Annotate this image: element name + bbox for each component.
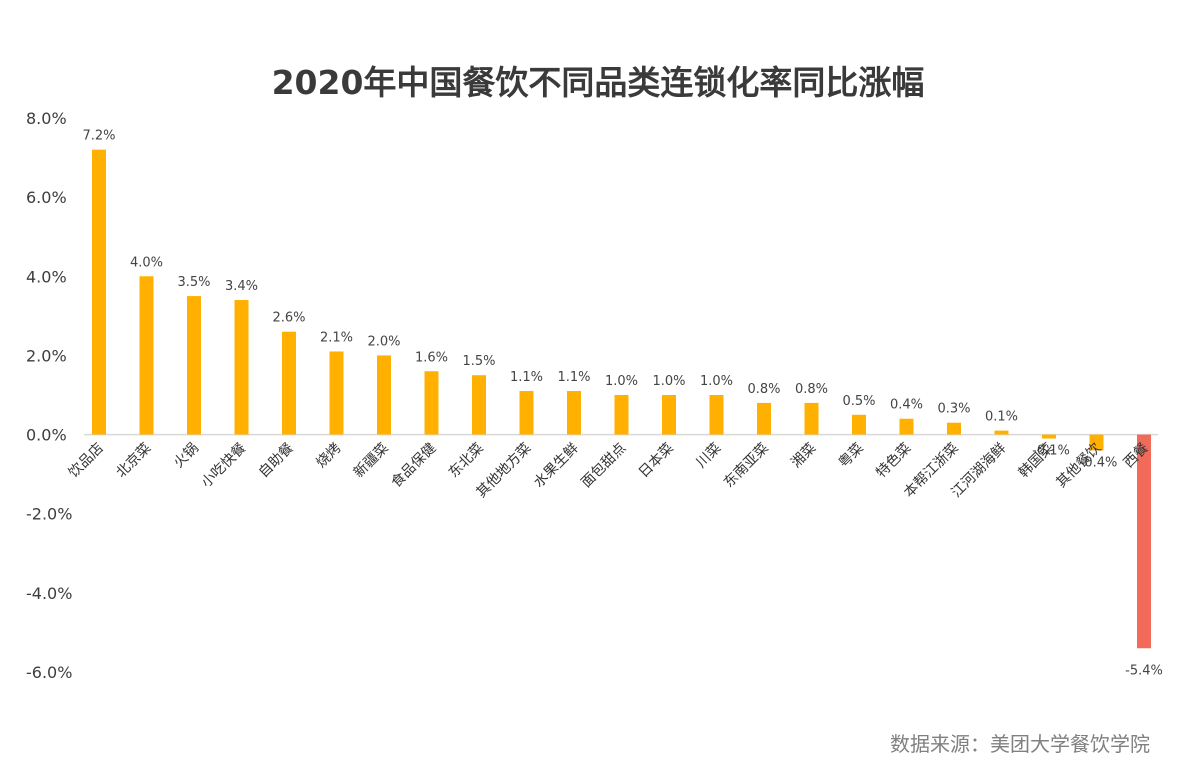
category-label: 小吃快餐 — [198, 440, 249, 491]
data-label: 0.1% — [985, 410, 1018, 425]
bar — [139, 276, 154, 435]
bar — [709, 395, 724, 435]
data-label: -5.4% — [1125, 663, 1163, 678]
category-label: 食品保健 — [388, 439, 440, 491]
category-label: 东南亚菜 — [721, 440, 772, 491]
data-label: -0.4% — [1080, 455, 1118, 470]
category-label: 北京菜 — [113, 440, 154, 481]
category-label: 烧烤 — [313, 440, 344, 471]
category-label: 水果生鲜 — [531, 440, 582, 491]
bar — [757, 402, 771, 435]
y-tick-label: 0.0% — [26, 426, 67, 445]
bar — [614, 395, 629, 435]
bar — [899, 418, 914, 435]
bar — [329, 351, 344, 435]
category-label: 日本菜 — [636, 440, 677, 481]
bar — [1089, 434, 1104, 451]
bar — [187, 296, 201, 435]
y-tick-label: -6.0% — [26, 663, 72, 682]
chart-title: 2020年中国餐饮不同品类连锁化率同比涨幅 — [271, 63, 925, 102]
bars — [92, 149, 1151, 649]
data-label: -0.1% — [1032, 444, 1070, 459]
bar — [377, 355, 391, 435]
bar — [92, 149, 106, 435]
category-label: 川菜 — [693, 440, 724, 471]
data-label: 2.6% — [272, 311, 305, 326]
data-label: 1.0% — [700, 374, 733, 389]
data-label: 1.5% — [462, 354, 495, 369]
bar — [424, 371, 439, 435]
data-labels: 7.2% 4.0% 3.5% 3.4% 2.6% 2.1% 2.0% 1.6% 1.5% 1.1%… — [82, 129, 1162, 679]
data-label: 3.4% — [225, 279, 258, 294]
category-label: 特色菜 — [873, 439, 915, 481]
data-label: 1.0% — [652, 374, 685, 389]
bar — [1042, 434, 1056, 439]
category-label: 粤菜 — [836, 440, 867, 471]
data-label: 2.1% — [320, 330, 353, 345]
y-tick-label: 2.0% — [26, 346, 67, 365]
category-label: 自助餐 — [256, 440, 297, 481]
y-tick-label: -4.0% — [26, 584, 72, 603]
category-label: 面包甜点 — [578, 440, 629, 491]
data-label: 0.4% — [890, 398, 923, 413]
y-tick-label: 6.0% — [26, 188, 67, 207]
bar — [519, 391, 534, 435]
bar — [282, 331, 296, 435]
data-label: 1.1% — [510, 370, 543, 385]
data-label: 1.0% — [605, 374, 638, 389]
category-label: 东北菜 — [446, 440, 487, 481]
y-tick-label: 8.0% — [26, 109, 67, 128]
data-label: 3.5% — [177, 275, 210, 290]
data-label: 0.8% — [747, 382, 780, 397]
bar — [994, 430, 1009, 435]
bar — [472, 375, 486, 435]
bar — [662, 395, 676, 435]
category-label: 新疆菜 — [351, 440, 392, 481]
data-label: 0.3% — [937, 402, 970, 417]
y-tick-label: 4.0% — [26, 267, 67, 286]
category-label: 湘菜 — [788, 440, 819, 471]
y-axis-ticks: 8.0% 6.0% 4.0% 2.0% 0.0% -2.0% -4.0% -6.0% — [26, 109, 72, 682]
bar — [804, 402, 819, 435]
bar — [567, 391, 581, 435]
category-label: 火锅 — [171, 440, 202, 471]
y-tick-label: -2.0% — [26, 505, 72, 524]
bar — [234, 300, 249, 435]
data-label: 0.5% — [842, 394, 875, 409]
source-note: 数据来源：美团大学餐饮学院 — [890, 732, 1150, 756]
data-label: 2.0% — [367, 334, 400, 349]
data-label: 1.6% — [415, 350, 448, 365]
data-label: 0.8% — [795, 382, 828, 397]
data-label: 1.1% — [557, 370, 590, 385]
bar — [1137, 434, 1151, 649]
category-label: 饮品店 — [66, 440, 107, 481]
bar — [852, 414, 866, 435]
data-label: 4.0% — [130, 255, 163, 270]
bar — [947, 422, 961, 435]
data-label: 7.2% — [82, 129, 115, 144]
